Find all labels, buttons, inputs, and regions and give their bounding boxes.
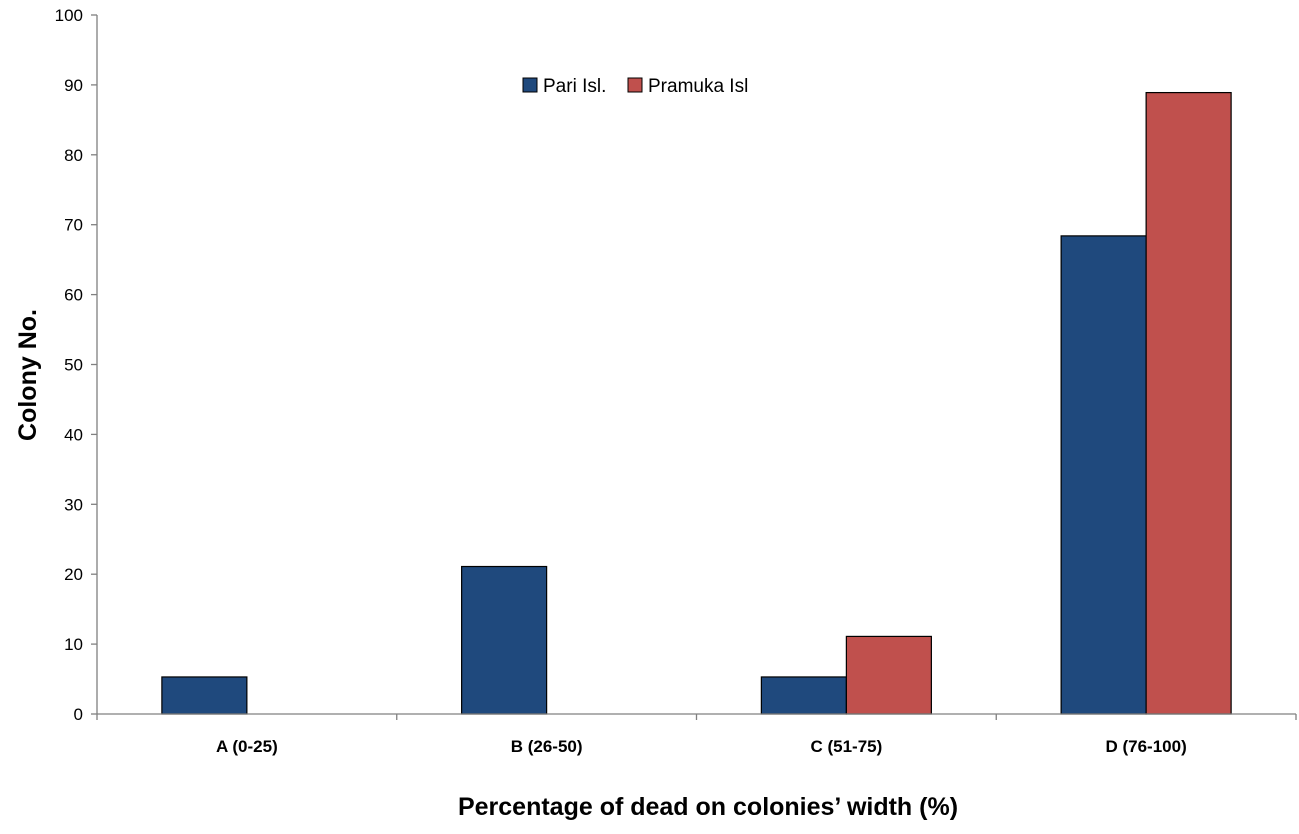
x-tick-label: A (0-25) xyxy=(216,737,278,756)
bar-pari-d xyxy=(1060,235,1147,715)
y-tick-label: 0 xyxy=(74,705,83,724)
legend-label-pramuka: Pramuka Isl xyxy=(648,76,748,97)
bars-layer xyxy=(161,91,1232,715)
y-tick-label: 40 xyxy=(64,425,83,444)
bar-pari-c xyxy=(760,676,847,715)
y-tick-label: 60 xyxy=(64,286,83,305)
y-tick-label: 10 xyxy=(64,635,83,654)
y-tick-label: 90 xyxy=(64,76,83,95)
legend-swatch-pramuka xyxy=(627,77,643,93)
legend-swatch-pari xyxy=(522,77,538,93)
x-tick-label: C (51-75) xyxy=(810,737,882,756)
legend: Pari Isl. Pramuka Isl xyxy=(522,76,748,97)
y-tick-label: 70 xyxy=(64,216,83,235)
bar-pramuka-d xyxy=(1145,91,1232,715)
axes-layer: 0 10 20 30 40 50 60 70 80 90 100 A (0-25) B (26-50) C… xyxy=(55,6,1297,756)
bar-pari-b xyxy=(461,565,548,715)
y-tick-label: 50 xyxy=(64,356,83,375)
y-tick-label: 20 xyxy=(64,565,83,584)
y-tick-label: 30 xyxy=(64,495,83,514)
y-tick-label: 100 xyxy=(55,6,83,25)
bar-pari-a xyxy=(161,676,248,715)
x-tick-label: D (76-100) xyxy=(1105,737,1186,756)
legend-label-pari: Pari Isl. xyxy=(543,76,606,97)
y-axis-title: Colony No. xyxy=(14,309,42,441)
bar-pramuka-c xyxy=(845,635,932,715)
x-tick-label: B (26-50) xyxy=(511,737,583,756)
y-tick-label: 80 xyxy=(64,146,83,165)
x-axis-title: Percentage of dead on colonies’ width (%… xyxy=(458,793,958,821)
